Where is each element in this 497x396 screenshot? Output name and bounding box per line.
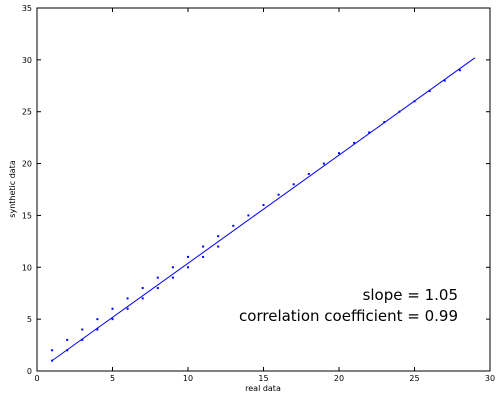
data-point xyxy=(458,69,461,72)
x-tick-label: 15 xyxy=(258,374,268,383)
data-point xyxy=(383,121,386,124)
data-point xyxy=(171,266,174,269)
data-point xyxy=(111,318,114,321)
data-point xyxy=(202,245,205,248)
data-point xyxy=(398,110,401,113)
y-tick-label: 15 xyxy=(22,211,32,220)
data-point xyxy=(156,287,159,290)
x-tick-label: 0 xyxy=(34,374,39,383)
y-axis-ticks: 0 5 10 15 20 25 30 35 xyxy=(22,4,490,376)
data-point xyxy=(217,245,220,248)
data-point xyxy=(307,172,310,175)
data-point xyxy=(81,338,84,341)
x-tick-label: 10 xyxy=(183,374,193,383)
data-point xyxy=(413,100,416,103)
data-point xyxy=(353,141,356,144)
slope-annotation: slope = 1.05 xyxy=(363,286,458,304)
data-point xyxy=(217,235,220,238)
plot-area xyxy=(36,7,491,372)
data-point xyxy=(171,276,174,279)
data-point xyxy=(428,89,431,92)
x-tick-label: 30 xyxy=(485,374,495,383)
data-point xyxy=(141,297,144,300)
y-tick-label: 25 xyxy=(22,108,32,117)
data-point xyxy=(338,152,340,155)
x-tick-label: 20 xyxy=(334,374,344,383)
y-tick-label: 30 xyxy=(22,56,32,65)
data-point xyxy=(156,276,159,279)
data-point xyxy=(51,359,54,362)
y-axis-label: synthetic data xyxy=(8,160,17,218)
regression-line xyxy=(51,57,476,362)
data-point xyxy=(443,79,446,82)
fit-line-group xyxy=(51,57,476,362)
y-tick-label: 5 xyxy=(27,315,32,324)
data-point xyxy=(368,131,371,134)
data-points xyxy=(51,69,461,362)
y-tick-label: 35 xyxy=(22,4,32,13)
data-point xyxy=(262,204,265,207)
data-point xyxy=(141,287,144,290)
data-point xyxy=(51,349,54,352)
x-axis-ticks: 0 5 10 15 20 25 30 xyxy=(34,8,495,383)
data-point xyxy=(81,328,84,331)
x-tick-label: 5 xyxy=(110,374,115,383)
data-point xyxy=(322,162,325,165)
y-tick-label: 10 xyxy=(22,263,32,272)
data-point xyxy=(96,328,99,331)
y-tick-label: 0 xyxy=(27,367,32,376)
data-point xyxy=(111,307,114,310)
data-point xyxy=(232,224,235,227)
data-point xyxy=(126,307,129,310)
y-tick-label: 20 xyxy=(22,160,32,169)
x-axis-label: real data xyxy=(245,384,281,393)
data-point xyxy=(292,183,295,186)
x-tick-label: 25 xyxy=(409,374,419,383)
data-point xyxy=(247,214,250,217)
data-point xyxy=(187,266,189,269)
data-point xyxy=(187,255,189,258)
correlation-annotation: correlation coefficient = 0.99 xyxy=(239,307,458,325)
data-point xyxy=(66,338,69,341)
data-point xyxy=(66,349,69,352)
data-point xyxy=(202,255,205,258)
data-point xyxy=(126,297,129,300)
data-point xyxy=(277,193,280,196)
data-point xyxy=(96,318,99,321)
